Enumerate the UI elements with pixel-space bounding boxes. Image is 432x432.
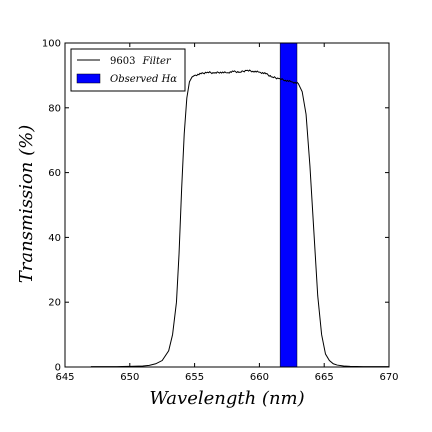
y-axis-label: Transmission (%) bbox=[16, 125, 37, 284]
legend-label-filter: 9603 Filter bbox=[110, 56, 172, 67]
x-tick-label: 650 bbox=[120, 372, 139, 383]
legend-label-filter-text: Filter bbox=[142, 56, 172, 67]
observed-halpha-band-layer bbox=[279, 42, 298, 368]
y-axis-ticks: 0 20 40 60 80 100 bbox=[42, 39, 389, 374]
y-tick-label: 20 bbox=[48, 298, 61, 309]
y-tick-label: 0 bbox=[55, 363, 61, 374]
x-tick-label: 660 bbox=[250, 372, 269, 383]
x-tick-label: 645 bbox=[55, 372, 74, 383]
filter-transmission-line bbox=[90, 69, 389, 368]
legend-label-halpha: Observed Hα bbox=[110, 74, 177, 85]
x-axis-ticks: 645 650 655 660 665 670 bbox=[55, 43, 399, 383]
x-tick-label: 665 bbox=[315, 372, 334, 383]
observed-halpha-band bbox=[279, 42, 298, 368]
x-tick-label: 655 bbox=[185, 372, 204, 383]
plot-frame bbox=[64, 42, 390, 368]
y-tick-label: 80 bbox=[48, 103, 61, 114]
y-tick-label: 40 bbox=[48, 233, 61, 244]
legend-box bbox=[70, 48, 186, 92]
legend: 9603 Filter Observed Hα bbox=[70, 48, 186, 92]
y-tick-label: 60 bbox=[48, 168, 61, 179]
legend-patch-swatch bbox=[76, 73, 101, 84]
y-tick-label: 100 bbox=[42, 39, 61, 50]
filter-series-layer bbox=[90, 69, 389, 368]
x-tick-label: 670 bbox=[379, 372, 398, 383]
x-axis-label: Wavelength (nm) bbox=[149, 388, 304, 409]
legend-label-filter-number: 9603 bbox=[110, 56, 135, 67]
